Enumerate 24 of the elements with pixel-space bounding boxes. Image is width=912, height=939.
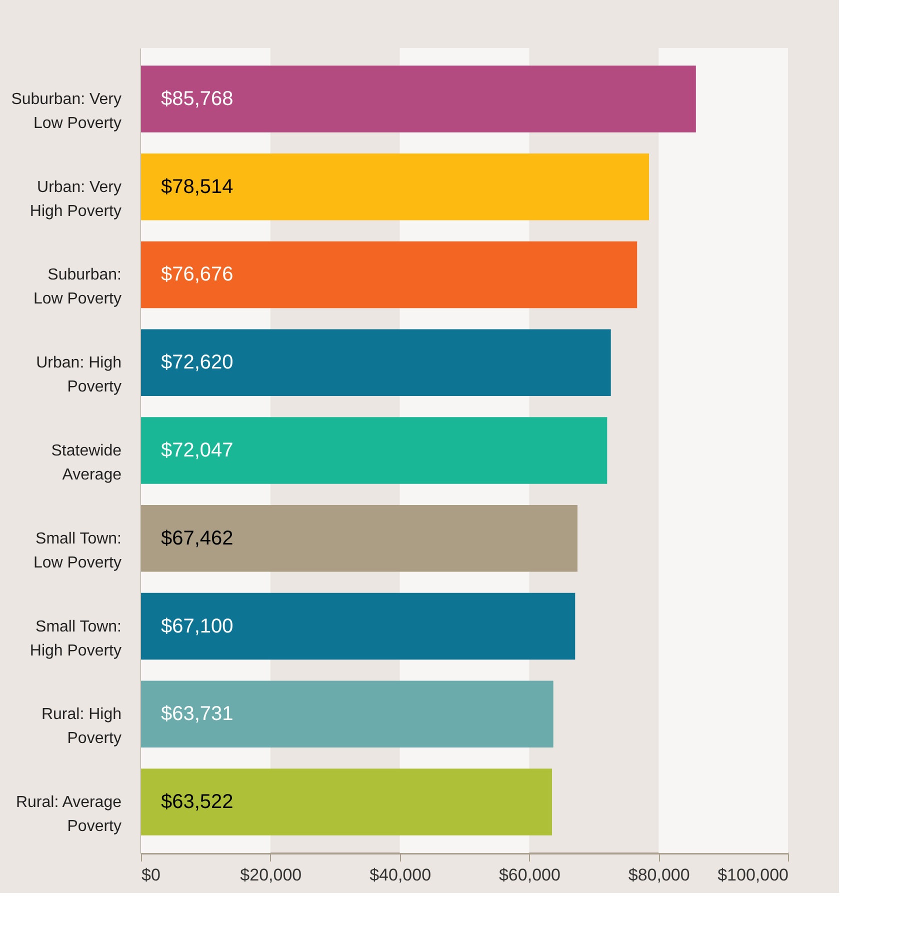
data-label: $67,100	[161, 615, 234, 638]
data-label: $63,731	[161, 703, 234, 726]
x-tick-label: $20,000	[240, 866, 302, 884]
y-tick-label: Rural: Average Poverty	[16, 794, 122, 836]
data-label: $63,522	[161, 791, 234, 814]
y-tick-label: Small Town: High Poverty	[30, 618, 122, 660]
y-tick-label: Suburban: Low Poverty	[33, 266, 122, 308]
y-tick-label: Urban: Very High Poverty	[30, 178, 122, 220]
x-tick-label: $80,000	[628, 866, 690, 884]
y-tick-label: Urban: High Poverty	[36, 354, 122, 396]
y-tick-label: Suburban: Very Low Poverty	[11, 90, 122, 132]
data-label: $78,514	[161, 176, 234, 198]
data-label: $67,462	[161, 527, 234, 550]
y-tick-label: Statewide Average	[51, 442, 122, 484]
x-tick-label: $60,000	[498, 866, 560, 884]
x-tick-label: $100,000	[718, 866, 788, 884]
data-label: $76,676	[161, 264, 234, 286]
data-label: $72,047	[161, 440, 234, 462]
x-tick-label: $40,000	[370, 866, 432, 884]
x-tick-label: $0	[142, 866, 160, 884]
data-label: $85,768	[161, 88, 234, 110]
y-tick-label: Rural: High Poverty	[41, 706, 122, 748]
y-tick-label: Small Town: Low Poverty	[33, 530, 122, 572]
data-label: $72,620	[161, 352, 234, 374]
